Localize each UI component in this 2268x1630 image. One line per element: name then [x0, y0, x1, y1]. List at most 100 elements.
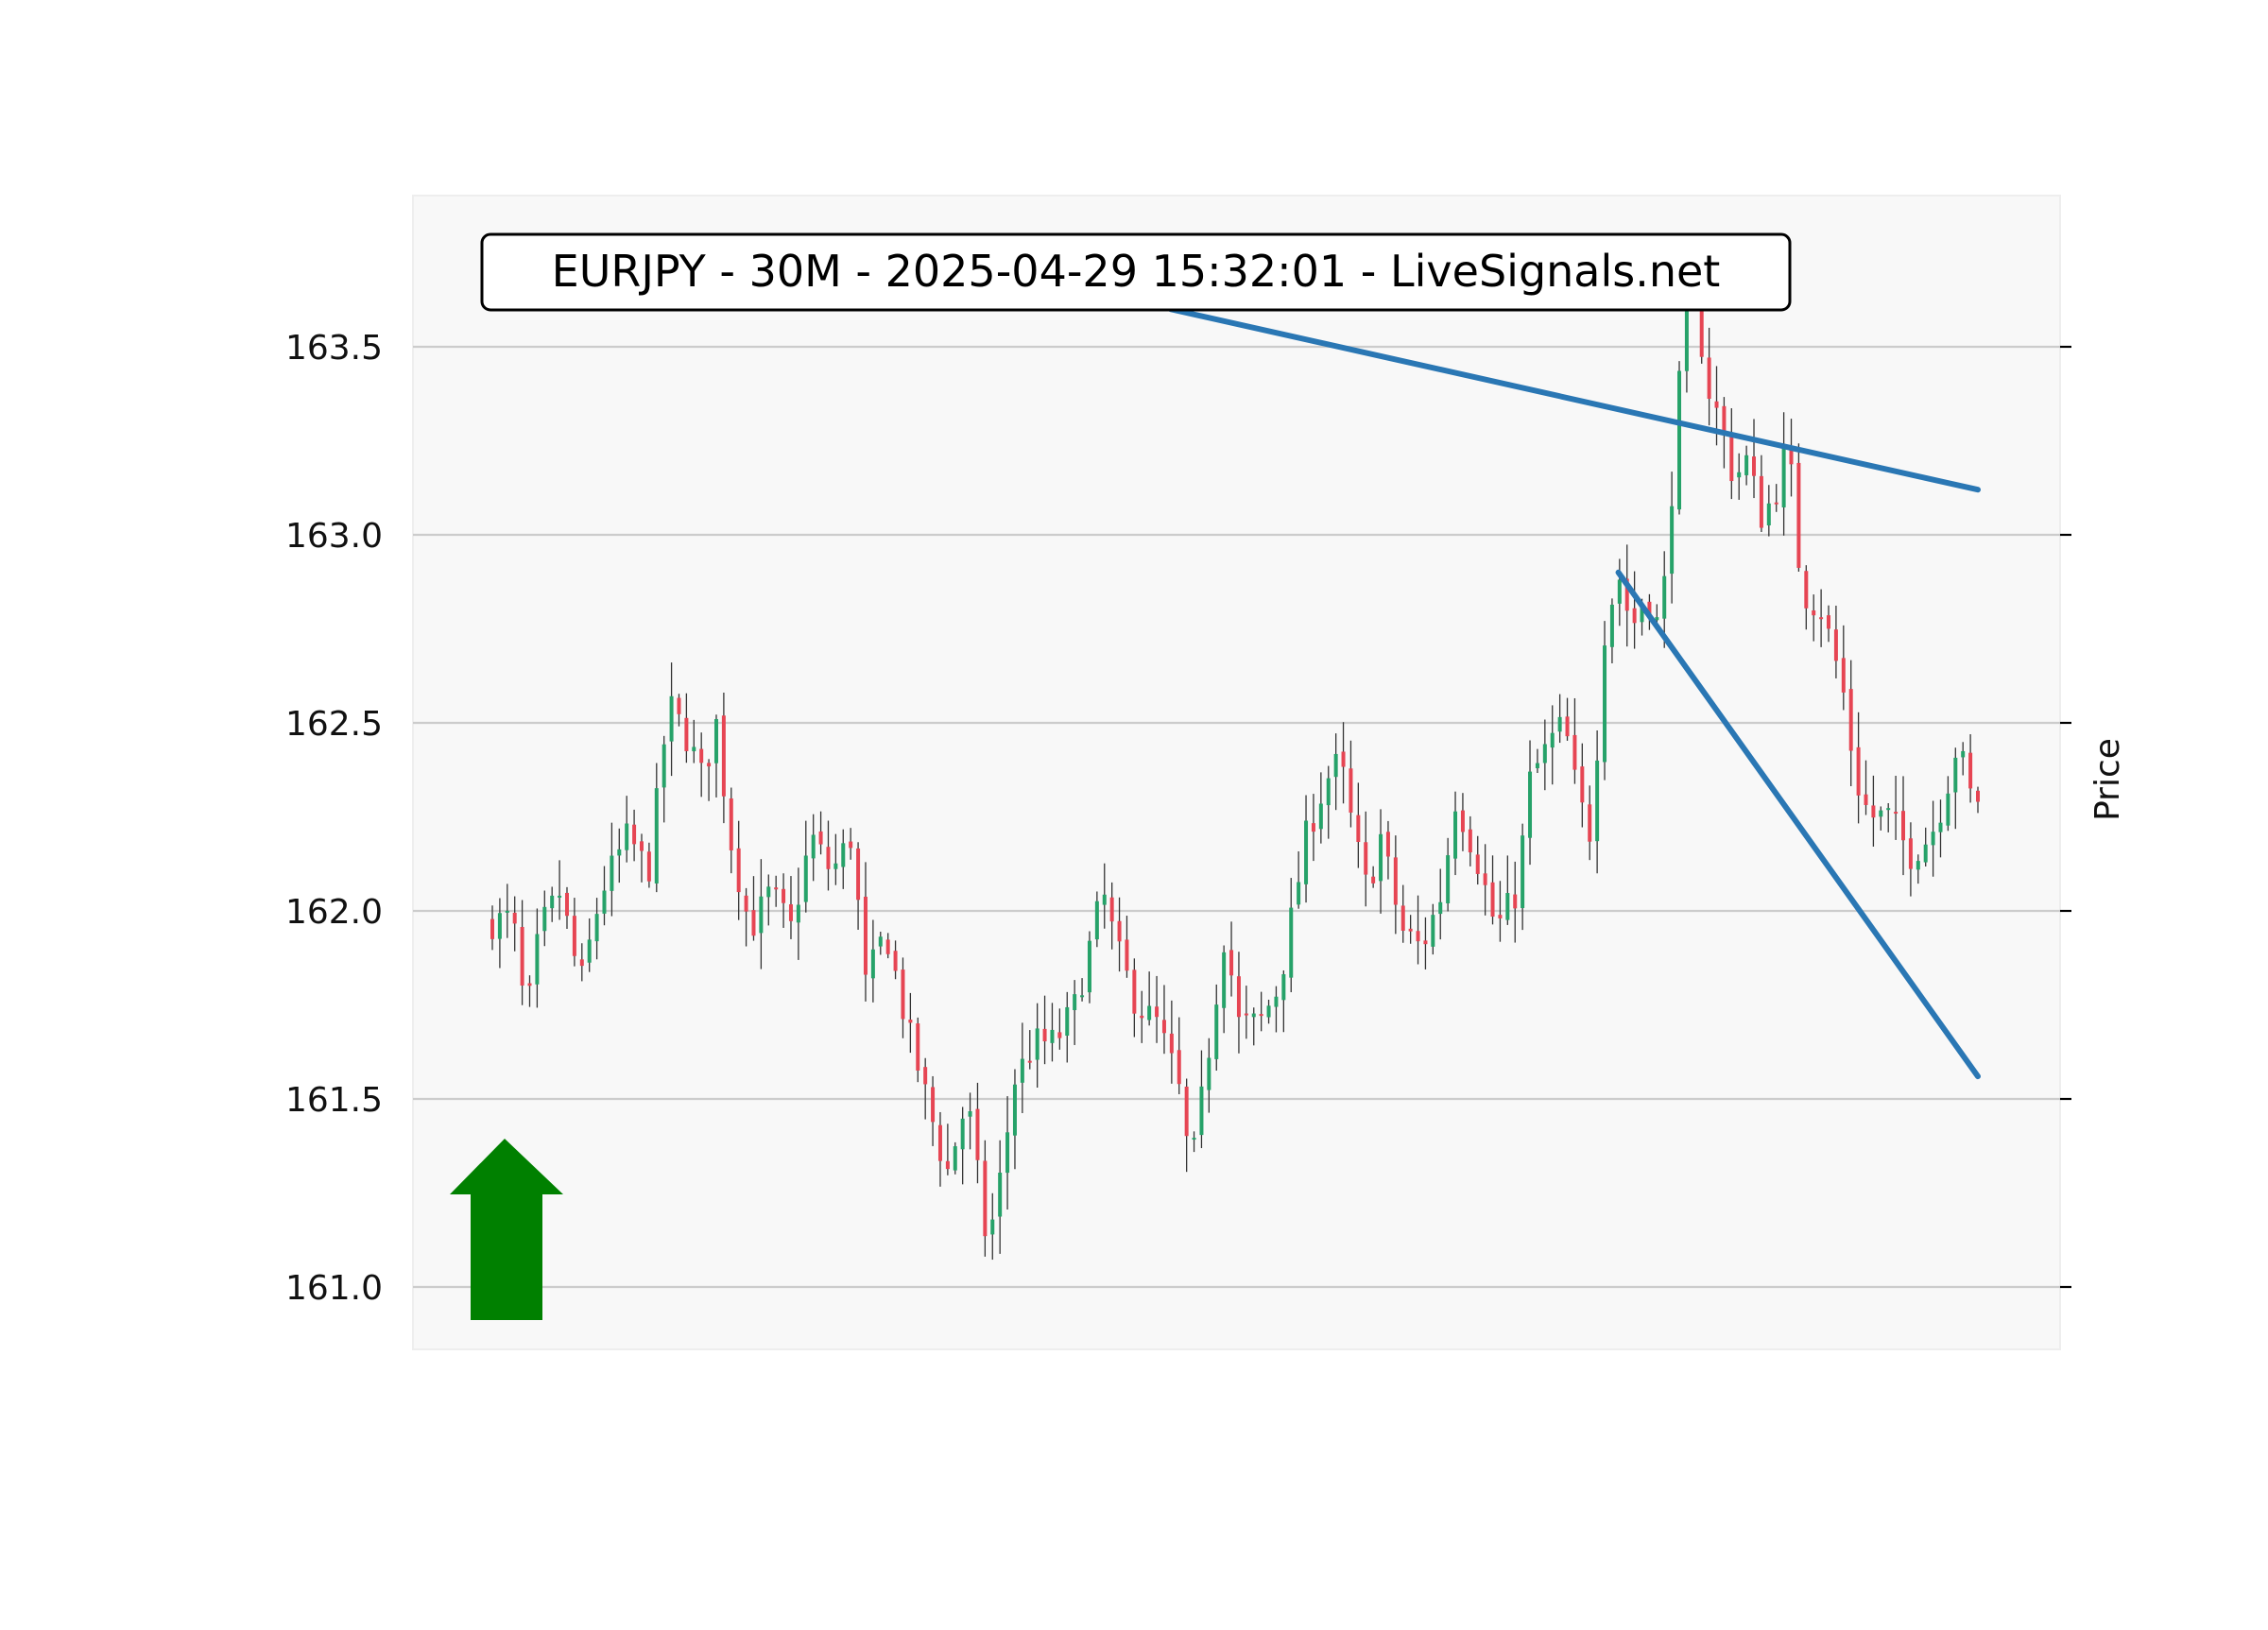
candle-body-down — [983, 1160, 988, 1237]
candle-body-down — [751, 910, 756, 936]
candle-body-up — [1333, 753, 1338, 778]
candle-body-up — [998, 1172, 1003, 1217]
candle-body-up — [1005, 1132, 1010, 1174]
candle-body-down — [1647, 601, 1652, 619]
candle-body-down — [564, 892, 569, 917]
candle-body-up — [610, 855, 614, 891]
candle-body-up — [1542, 744, 1547, 764]
candle-body-up — [1938, 822, 1943, 832]
candle-body-down — [1468, 829, 1472, 853]
trendline — [1615, 569, 1981, 1080]
candle-body-down — [1871, 805, 1876, 818]
candle-body-up — [1438, 901, 1443, 915]
candle-body-up — [535, 934, 540, 985]
candle-body-down — [901, 969, 905, 1020]
candle-body-down — [893, 951, 898, 971]
candle-body-up — [1670, 506, 1675, 575]
candle-body-up — [960, 1118, 965, 1150]
candle-body-up — [1446, 855, 1451, 903]
candle-body-up — [1318, 803, 1323, 830]
candle-body-up — [1521, 835, 1525, 909]
candle-body-up — [558, 895, 562, 898]
candle-body-down — [788, 904, 793, 921]
candle-body-up — [1065, 1006, 1070, 1037]
candle-body-up — [1431, 915, 1435, 947]
chart-title-box: EURJPY - 30M - 2025-04-29 15:32:01 - Liv… — [480, 232, 1792, 312]
candle-body-up — [811, 834, 816, 859]
candle-body-up — [1326, 778, 1331, 806]
candle-body-up — [550, 895, 555, 909]
candle-body-up — [1879, 810, 1883, 817]
candle-body-down — [1864, 794, 1868, 805]
candle-body-down — [1513, 894, 1518, 909]
candle-body-down — [1588, 804, 1592, 842]
candle-body-up — [692, 746, 696, 752]
candle-body-up — [1886, 808, 1891, 811]
candle-body-down — [1796, 462, 1801, 568]
candle-body-up — [1304, 820, 1309, 884]
candle-body-down — [1341, 751, 1346, 767]
candle-body-down — [699, 748, 704, 764]
candle-body-down — [1184, 1086, 1189, 1137]
candle-body-up — [1617, 579, 1622, 604]
candle-body-down — [885, 939, 890, 954]
candle-body-up — [1640, 604, 1644, 623]
candle-body-down — [782, 888, 786, 903]
candle-body-down — [1177, 1050, 1181, 1085]
candle-body-up — [1557, 716, 1562, 732]
candle-body-up — [1199, 1086, 1204, 1136]
candle-body-down — [1483, 873, 1487, 885]
candle-body-up — [1453, 811, 1458, 859]
candle-body-up — [1207, 1057, 1211, 1090]
candle-body-down — [1699, 269, 1704, 357]
candle-body-down — [774, 887, 779, 890]
candle-body-up — [669, 695, 674, 742]
candle-body-up — [1677, 370, 1682, 510]
candle-body-down — [1490, 882, 1495, 918]
candle-body-down — [945, 1160, 950, 1170]
y-tick-label: 162.5 — [285, 705, 383, 744]
candle-body-down — [1393, 857, 1398, 905]
candle-body-down — [1774, 502, 1778, 505]
candle-body-down — [1789, 445, 1794, 465]
candle-body-down — [826, 847, 831, 869]
candle-body-up — [1012, 1084, 1017, 1136]
candle-body-up — [1073, 994, 1077, 1011]
candle-body-down — [1572, 734, 1577, 770]
candle-body-up — [1214, 1004, 1219, 1059]
candle-body-down — [1132, 969, 1137, 1014]
candle-body-down — [520, 926, 524, 986]
candle-body-down — [1169, 1033, 1174, 1054]
candle-body-down — [1408, 928, 1413, 932]
candle-body-down — [579, 959, 584, 967]
candle-body-up — [878, 936, 883, 947]
candle-body-down — [1580, 766, 1585, 803]
candle-body-down — [1475, 854, 1480, 874]
candle-body-up — [662, 744, 666, 788]
candle-body-up — [1737, 472, 1742, 478]
candle-body-down — [1624, 578, 1629, 611]
candle-body-down — [1976, 790, 1980, 802]
candle-body-up — [1684, 306, 1689, 371]
candle-body-down — [1759, 475, 1763, 528]
candle-body-down — [1707, 357, 1711, 400]
plot-background — [412, 195, 2061, 1350]
candle-body-up — [1035, 1028, 1040, 1060]
candle-body-down — [736, 848, 741, 893]
candle-body-down — [1827, 615, 1831, 629]
y-tick-label: 162.0 — [285, 893, 383, 932]
candle-body-up — [1781, 446, 1786, 507]
candle-body-up — [1087, 940, 1091, 993]
candle-body-up — [1603, 645, 1607, 763]
y-tick-label: 163.5 — [285, 329, 383, 368]
candle-body-up — [1297, 882, 1301, 905]
candle-body-up — [1961, 750, 1966, 758]
candle-body-up — [1251, 1013, 1256, 1018]
candle-body-down — [1125, 939, 1129, 971]
candle-body-up — [953, 1146, 957, 1171]
candle-body-up — [1946, 793, 1950, 826]
candle-body-down — [632, 824, 637, 845]
candle-body-down — [1729, 436, 1734, 482]
candle-body-down — [1460, 810, 1465, 832]
candle-body-down — [1812, 610, 1816, 616]
